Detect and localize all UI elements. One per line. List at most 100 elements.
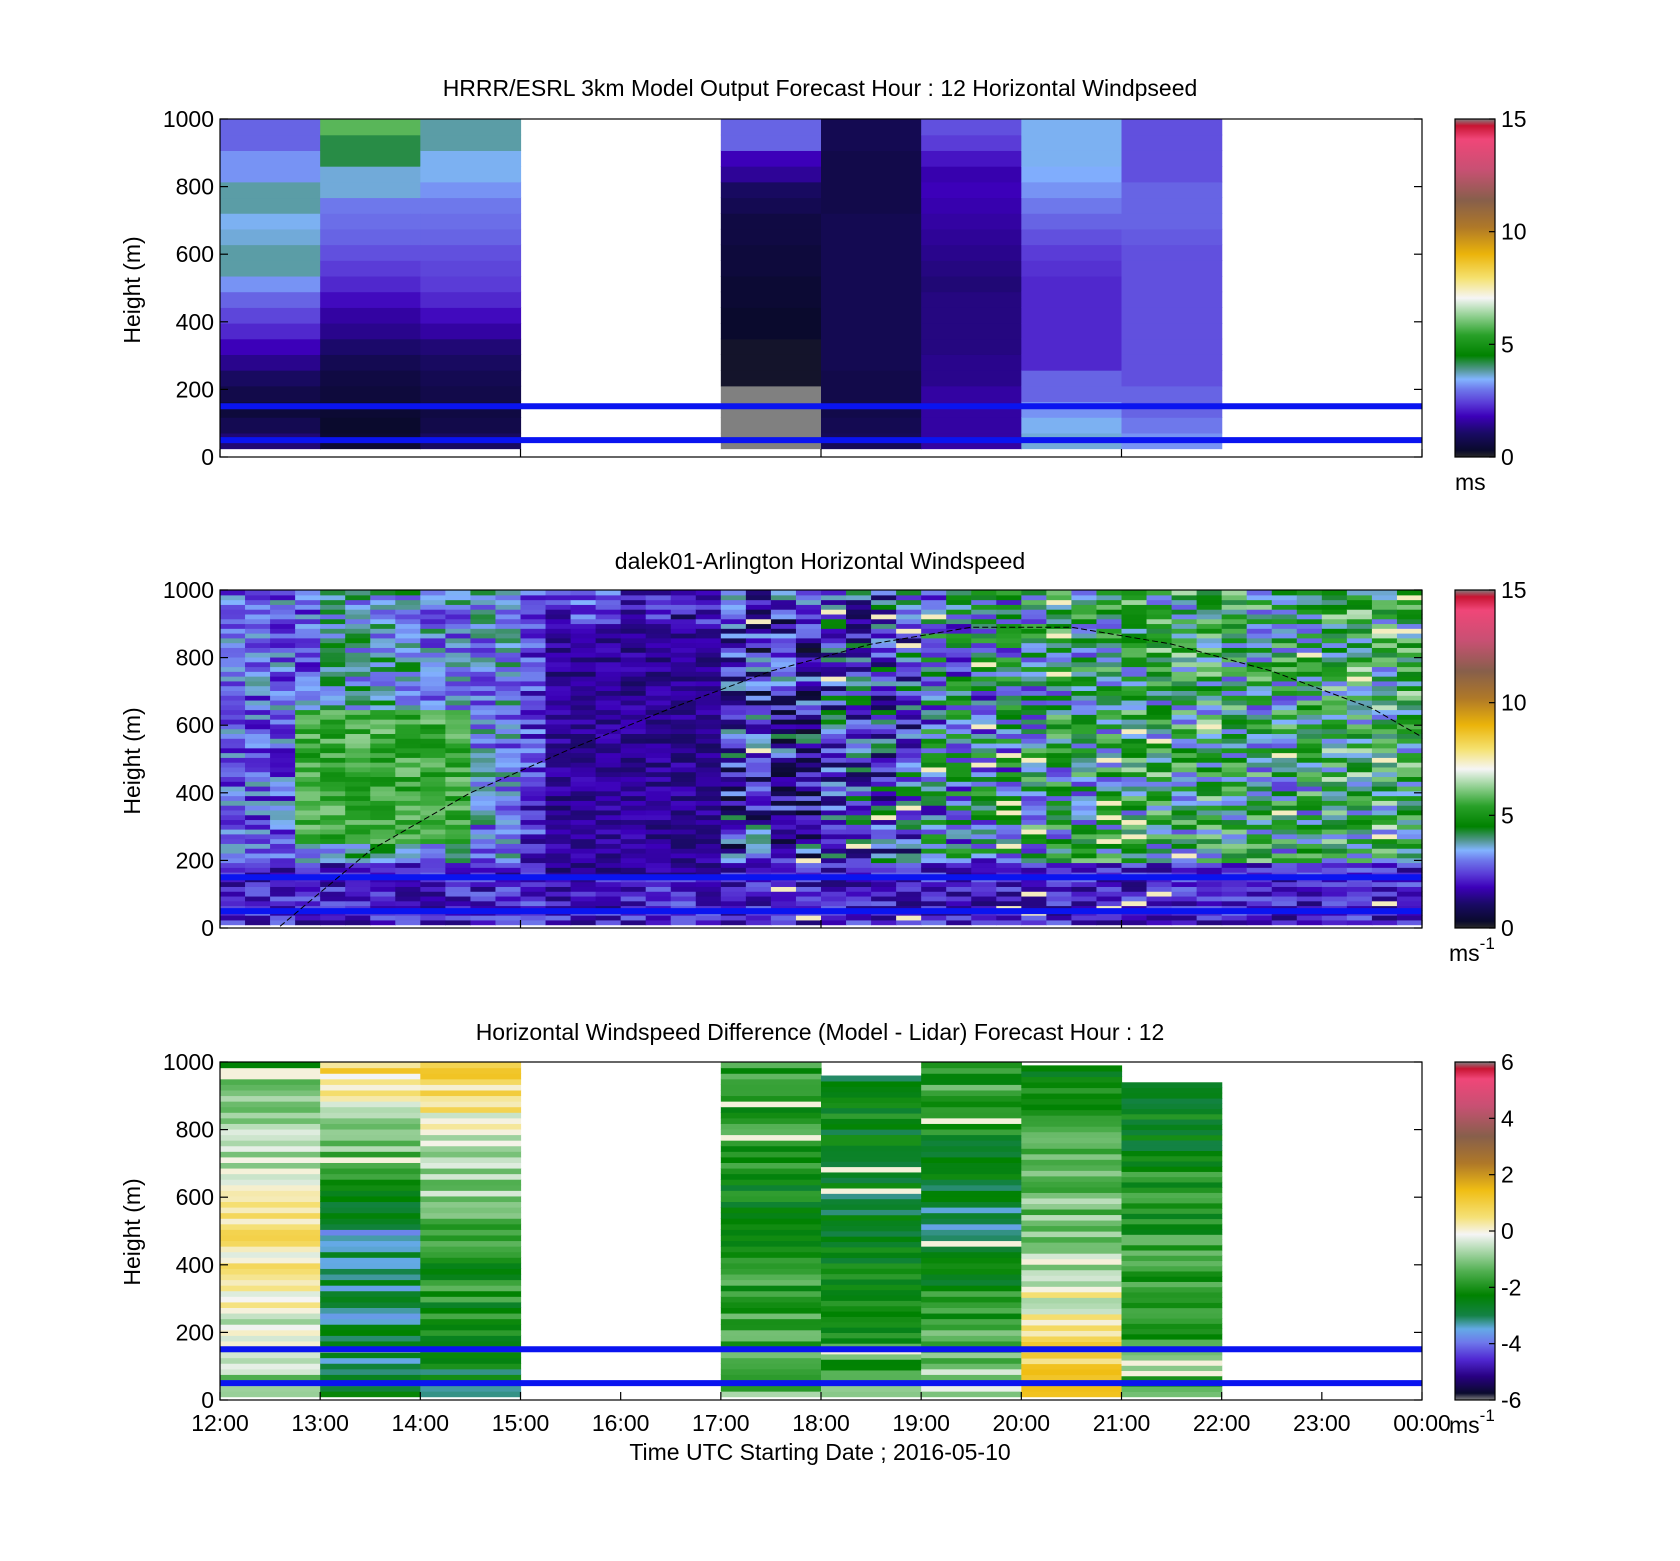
heatmap-cell (320, 728, 346, 735)
heatmap-cell (320, 590, 346, 596)
heatmap-cell (745, 633, 772, 639)
heatmap-cell (745, 719, 772, 725)
heatmap-cell (1096, 795, 1123, 801)
heatmap-cell (1046, 886, 1073, 892)
heatmap-cell (1121, 915, 1148, 921)
heatmap-cell (220, 1268, 321, 1275)
heatmap-cell (295, 685, 321, 691)
heatmap-cell (1346, 637, 1373, 644)
heatmap-cell (745, 685, 772, 691)
heatmap-cell (821, 747, 847, 754)
heatmap-cell (720, 766, 747, 773)
heatmap-cell (1121, 166, 1223, 183)
heatmap-cell (470, 766, 497, 773)
heatmap-cell (946, 656, 972, 663)
heatmap-cell (1271, 900, 1298, 907)
heatmap-cell (946, 776, 972, 782)
heatmap-cell (1021, 213, 1123, 230)
heatmap-cell (595, 719, 622, 725)
heatmap-cell (795, 661, 822, 668)
heatmap-cell (1246, 618, 1273, 625)
heatmap-cell (395, 704, 421, 711)
heatmap-cell (220, 867, 246, 873)
heatmap-cell (620, 618, 647, 625)
heatmap-cell (921, 1162, 1022, 1169)
heatmap-cell (670, 891, 697, 897)
heatmap-cell (896, 714, 922, 720)
heatmap-cell (846, 848, 872, 854)
heatmap-cell (1021, 1159, 1123, 1166)
heatmap-cell (871, 633, 897, 639)
heatmap-cell (1046, 666, 1073, 672)
heatmap-cell (420, 900, 446, 907)
heatmap-cell (320, 719, 346, 725)
heatmap-cell (871, 742, 897, 749)
heatmap-cell (720, 1223, 822, 1230)
heatmap-cell (1096, 704, 1123, 711)
heatmap-cell (1021, 771, 1047, 778)
heatmap-cell (846, 824, 872, 830)
heatmap-cell (345, 714, 371, 720)
heatmap-cell (220, 1078, 321, 1085)
heatmap-cell (1196, 661, 1223, 668)
heatmap-cell (1346, 776, 1373, 782)
heatmap-cell (370, 766, 396, 773)
heatmap-cell (1221, 776, 1248, 782)
heatmap-cell (795, 733, 822, 739)
heatmap-cell (220, 590, 246, 596)
heatmap-cell (821, 609, 847, 615)
heatmap-cell (1221, 919, 1248, 926)
heatmap-cell (1346, 862, 1373, 868)
heatmap-cell (695, 843, 722, 849)
heatmap-cell (720, 228, 822, 246)
heatmap-cell (745, 699, 772, 706)
heatmap-cell (1221, 800, 1248, 806)
heatmap-cell (495, 738, 522, 744)
heatmap-cell (971, 824, 997, 830)
heatmap-cell (345, 666, 371, 672)
heatmap-cell (345, 699, 371, 706)
heatmap-cell (1021, 862, 1047, 868)
heatmap-cell (645, 795, 672, 801)
heatmap-cell (1146, 900, 1173, 907)
heatmap-cell (1221, 891, 1248, 897)
heatmap-cell (795, 680, 822, 687)
heatmap-cell (1146, 886, 1173, 892)
heatmap-cell (821, 656, 847, 663)
colorbar-tick-label: -2 (1501, 1274, 1521, 1300)
heatmap-cell (871, 642, 897, 648)
heatmap-cell (821, 623, 847, 629)
heatmap-cell (1046, 747, 1073, 754)
heatmap-cell (670, 919, 697, 926)
heatmap-cell (320, 814, 346, 821)
heatmap-cell (821, 633, 847, 639)
heatmap-cell (1271, 590, 1298, 596)
heatmap-cell (595, 819, 622, 825)
heatmap-cell (1021, 1076, 1123, 1083)
colorbar-unit: ms (1455, 469, 1486, 495)
heatmap-cell (520, 829, 547, 835)
heatmap-cell (1346, 843, 1373, 849)
heatmap-cell (420, 800, 446, 806)
heatmap-cell (946, 891, 972, 897)
heatmap-cell (1046, 891, 1073, 897)
heatmap-cell (1346, 628, 1373, 634)
heatmap-cell (1096, 604, 1123, 610)
heatmap-cell (570, 881, 597, 887)
heatmap-cell (745, 829, 772, 835)
heatmap-cell (1346, 676, 1373, 682)
heatmap-cell (1096, 671, 1123, 677)
heatmap-cell (220, 1324, 321, 1331)
heatmap-cell (745, 895, 772, 902)
heatmap-cell (1371, 604, 1398, 610)
heatmap-cell (1246, 652, 1273, 658)
heatmap-cell (1396, 781, 1423, 787)
heatmap-cell (1071, 594, 1098, 601)
heatmap-cell (795, 762, 822, 768)
heatmap-cell (921, 1218, 1022, 1225)
heatmap-cell (1271, 690, 1298, 696)
heatmap-cell (1096, 719, 1123, 725)
heatmap-cell (770, 795, 797, 801)
heatmap-cell (470, 618, 497, 625)
heatmap-cell (570, 628, 597, 634)
